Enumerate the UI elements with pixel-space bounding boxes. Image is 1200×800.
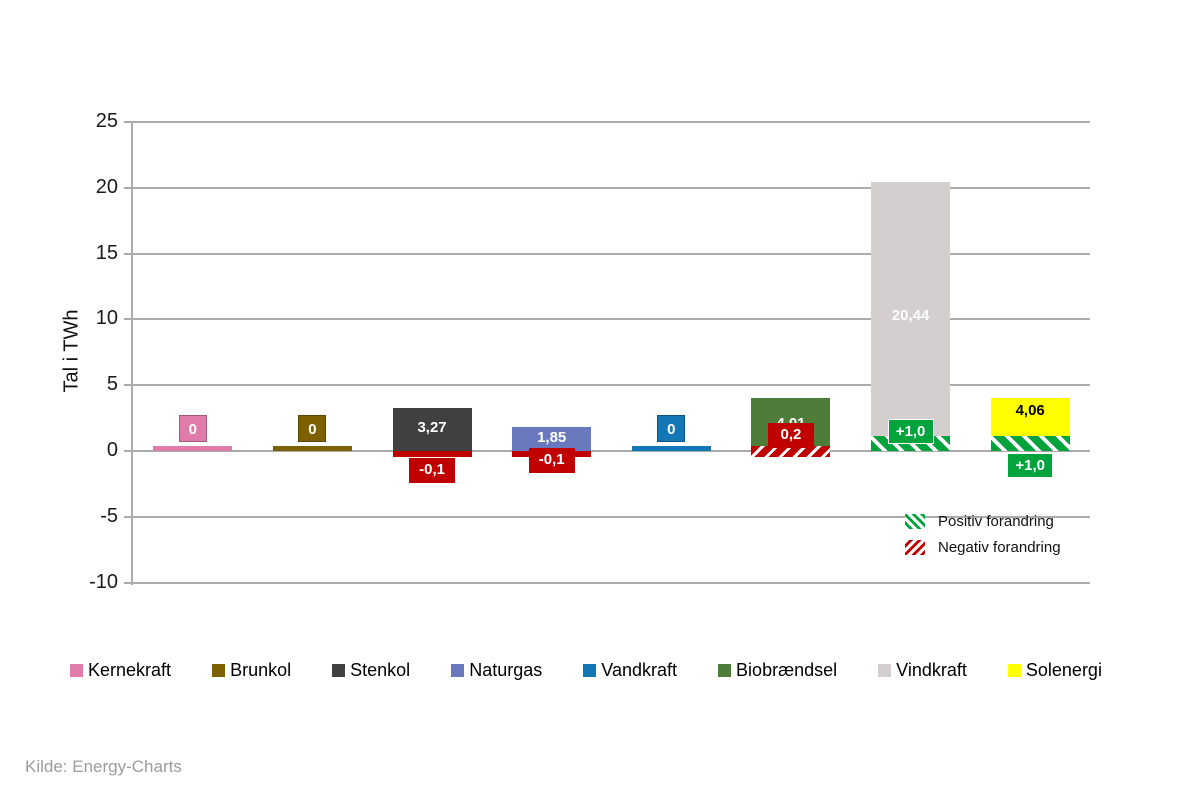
legend-label-vandkraft: Vandkraft [601, 660, 678, 680]
gridline-5 [133, 384, 1090, 387]
gridline-0 [133, 450, 1090, 452]
gridline-25 [133, 121, 1090, 123]
legend-label-vindkraft: Vindkraft [896, 660, 967, 680]
value-label-stenkol: 3,27 [417, 419, 447, 437]
change-legend: Positiv forandring Negativ forandring [905, 513, 1061, 556]
legend-swatch-vandkraft-icon [583, 664, 597, 677]
category-legend: Kernekraft Brunkol Stenkol Naturgas Vandkraf… [70, 660, 1102, 681]
y-tick--10 [124, 581, 133, 584]
legend-item-vindkraft: Vindkraft [878, 660, 967, 681]
source-credit: Kilde: Energy-Charts [25, 757, 182, 776]
bar-vindkraft [871, 182, 951, 451]
change-strip-stenkol [392, 451, 472, 457]
change-label-vindkraft: +1,0 [887, 419, 934, 444]
value-label-vindkraft: 20,44 [891, 306, 930, 324]
y-tick-0 [124, 450, 133, 452]
y-tick-label-25: 25 [95, 110, 118, 132]
legend-swatch-vindkraft-icon [878, 664, 892, 677]
change-label-naturgas: -0,1 [528, 448, 575, 473]
y-tick-15 [124, 252, 133, 255]
y-tick--5 [124, 515, 133, 518]
legend-item-solenergi: Solenergi [1007, 660, 1102, 681]
y-tick-label-15: 15 [95, 241, 118, 264]
legend-swatch-stenkol-icon [332, 664, 346, 677]
y-tick-label-0: 0 [106, 439, 118, 461]
y-tick-label-10: 10 [95, 307, 118, 330]
y-tick-label-20: 20 [95, 175, 118, 198]
y-tick-label--10: -10 [89, 570, 118, 593]
gridline--5 [133, 515, 1090, 518]
change-label-biobraendsel: 0,2 [767, 423, 814, 448]
y-tick-10 [124, 318, 133, 321]
legend-label-naturgas: Naturgas [469, 660, 543, 680]
legend-swatch-solenergi-icon [1007, 664, 1021, 677]
bar-vandkraft [631, 446, 711, 451]
value-label-vandkraft: 0 [657, 415, 686, 442]
legend-item-stenkol: Stenkol [332, 660, 410, 681]
value-label-solenergi: 4,06 [1015, 401, 1045, 419]
legend-label-biobraendsel: Biobrændsel [736, 660, 838, 680]
legend-item-positive-change: Positiv forandring [905, 513, 1061, 530]
legend-label-kernekraft: Kernekraft [88, 660, 172, 680]
legend-item-naturgas: Naturgas [451, 660, 542, 681]
value-label-naturgas: 1,85 [537, 428, 567, 446]
y-tick-20 [124, 186, 133, 189]
gridline-10 [133, 318, 1090, 321]
legend-swatch-biobraendsel-icon [718, 664, 732, 677]
change-strip-biobraendsel [751, 446, 831, 457]
legend-item-kernekraft: Kernekraft [70, 660, 171, 681]
y-axis-line [131, 122, 133, 585]
change-strip-solenergi [990, 436, 1070, 451]
legend-label-brunkol: Brunkol [230, 660, 292, 680]
y-tick-label--5: -5 [100, 504, 118, 527]
value-label-kernekraft: 0 [178, 415, 207, 442]
legend-swatch-naturgas-icon [451, 664, 465, 677]
legend-item-biobraendsel: Biobrændsel [718, 660, 837, 681]
bar-kernekraft [153, 446, 233, 451]
gridline-20 [133, 186, 1090, 189]
legend-swatch-brunkol-icon [212, 664, 226, 677]
negative-change-hatch-icon [905, 540, 925, 555]
legend-item-negative-change: Negativ forandring [905, 539, 1061, 556]
bar-naturgas [512, 426, 592, 451]
change-label-solenergi: +1,0 [1007, 453, 1054, 478]
bar-stenkol [392, 407, 472, 451]
legend-label-stenkol: Stenkol [350, 660, 411, 680]
legend-item-vandkraft: Vandkraft [583, 660, 677, 681]
change-label-stenkol: -0,1 [409, 458, 456, 483]
legend-item-brunkol: Brunkol [212, 660, 291, 681]
legend-label-positive: Positiv forandring [938, 513, 1054, 530]
gridline-15 [133, 252, 1090, 255]
legend-swatch-kernekraft-icon [70, 664, 83, 677]
y-tick-5 [124, 384, 133, 387]
positive-change-hatch-icon [905, 514, 925, 529]
bar-brunkol [272, 446, 352, 451]
legend-label-negative: Negativ forandring [938, 539, 1061, 556]
legend-label-solenergi: Solenergi [1025, 660, 1102, 680]
gridline--10 [133, 581, 1090, 584]
y-tick-label-5: 5 [106, 373, 118, 396]
value-label-brunkol: 0 [298, 415, 327, 442]
y-tick-25 [124, 121, 133, 123]
